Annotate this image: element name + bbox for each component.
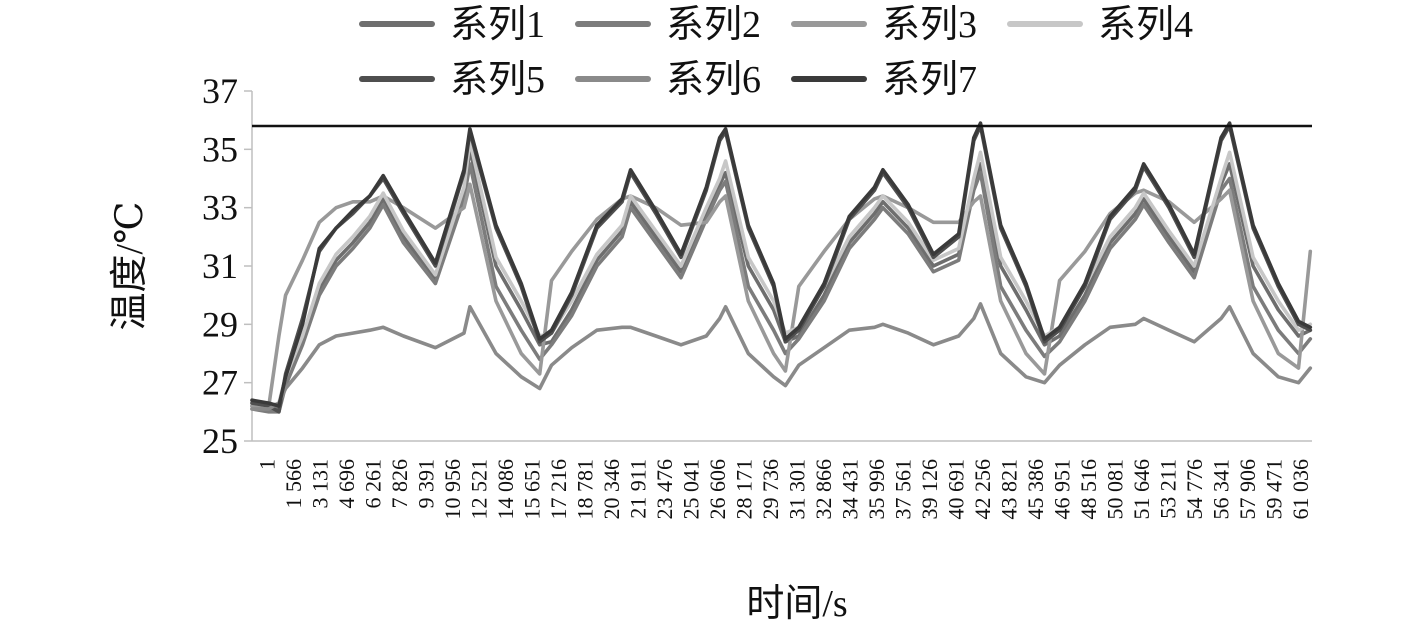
x-tick-label-21-911: 21 911 (625, 459, 650, 519)
x-tick-label-39-126: 39 126 (917, 459, 942, 520)
x-tick-label-17-216: 17 216 (546, 459, 571, 520)
x-tick-label-57-906: 57 906 (1235, 459, 1260, 520)
x-tick-label-34-431: 34 431 (837, 459, 862, 520)
x-tick-label-48-516: 48 516 (1076, 459, 1101, 520)
x-tick-label-4-696: 4 696 (334, 459, 359, 509)
legend-label-6: 系列6 (666, 59, 761, 101)
y-tick-label-27: 27 (202, 363, 238, 403)
series-line-1 (250, 147, 1313, 411)
series-line-2 (250, 162, 1313, 414)
x-tick-label-31-301: 31 301 (784, 459, 809, 520)
x-tick-label-15-651: 15 651 (519, 459, 544, 520)
y-tick-label-29: 29 (202, 304, 238, 344)
y-tick-label-33: 33 (202, 188, 238, 228)
legend: 系列1 系列2 系列3 系列4 系列5 系列6 系列7 (359, 4, 1193, 101)
x-tick-label-46-951: 46 951 (1049, 459, 1074, 520)
y-axis-title: 温度/℃ (109, 201, 151, 330)
plot-lines (250, 121, 1313, 414)
x-tick-label-59-471: 59 471 (1261, 459, 1286, 520)
x-tick-label-29-736: 29 736 (758, 459, 783, 520)
x-tick-label-50-081: 50 081 (1102, 459, 1127, 520)
series-line-7 (250, 121, 1313, 408)
x-tick-label-42-256: 42 256 (970, 459, 995, 520)
x-tick-label-9-391: 9 391 (413, 459, 438, 509)
y-tick-label-37: 37 (202, 71, 238, 111)
x-tick-label-1-566: 1 566 (281, 459, 306, 509)
y-tick-label-31: 31 (202, 246, 238, 286)
x-tick-label-1: 1 (254, 459, 279, 470)
x-tick-label-32-866: 32 866 (811, 459, 836, 520)
x-tick-label-40-691: 40 691 (943, 459, 968, 520)
x-tick-label-43-821: 43 821 (996, 459, 1021, 520)
series-line-5 (250, 124, 1313, 414)
x-tick-label-53-211: 53 211 (1155, 459, 1180, 519)
legend-label-7: 系列7 (882, 59, 977, 101)
x-tick-label-28-171: 28 171 (731, 459, 756, 520)
x-tick-label-12-521: 12 521 (466, 459, 491, 520)
x-tick-label-7-826: 7 826 (387, 459, 412, 509)
legend-label-4: 系列4 (1098, 4, 1193, 46)
x-tick-label-51-646: 51 646 (1129, 459, 1154, 520)
x-tick-label-35-996: 35 996 (864, 459, 889, 520)
x-tick-label-10-956: 10 956 (440, 459, 465, 520)
x-tick-label-26-606: 26 606 (705, 459, 730, 520)
x-tick-label-23-476: 23 476 (652, 459, 677, 520)
legend-label-2: 系列2 (666, 4, 761, 46)
series-line-4 (250, 138, 1313, 408)
legend-label-1: 系列1 (450, 4, 545, 46)
x-tick-label-14-086: 14 086 (493, 459, 518, 520)
y-tick-label-35: 35 (202, 129, 238, 169)
x-tick-label-25-041: 25 041 (678, 459, 703, 520)
x-tick-label-45-386: 45 386 (1023, 459, 1048, 520)
x-tick-label-18-781: 18 781 (572, 459, 597, 520)
series-line-6 (250, 302, 1313, 411)
x-tick-label-61-036: 61 036 (1288, 459, 1313, 520)
x-tick-label-37-561: 37 561 (890, 459, 915, 520)
x-tick-label-3-131: 3 131 (307, 459, 332, 509)
legend-label-5: 系列5 (450, 59, 545, 101)
x-tick-label-20-346: 20 346 (599, 459, 624, 520)
x-tick-label-54-776: 54 776 (1182, 459, 1207, 520)
x-tick-label-6-261: 6 261 (360, 459, 385, 509)
x-tick-label-56-341: 56 341 (1208, 459, 1233, 520)
y-tick-label-25: 25 (202, 421, 238, 461)
y-axis: 25 27 29 31 33 35 37 (202, 71, 253, 461)
x-axis-title: 时间/s (746, 583, 847, 625)
legend-label-3: 系列3 (882, 4, 977, 46)
